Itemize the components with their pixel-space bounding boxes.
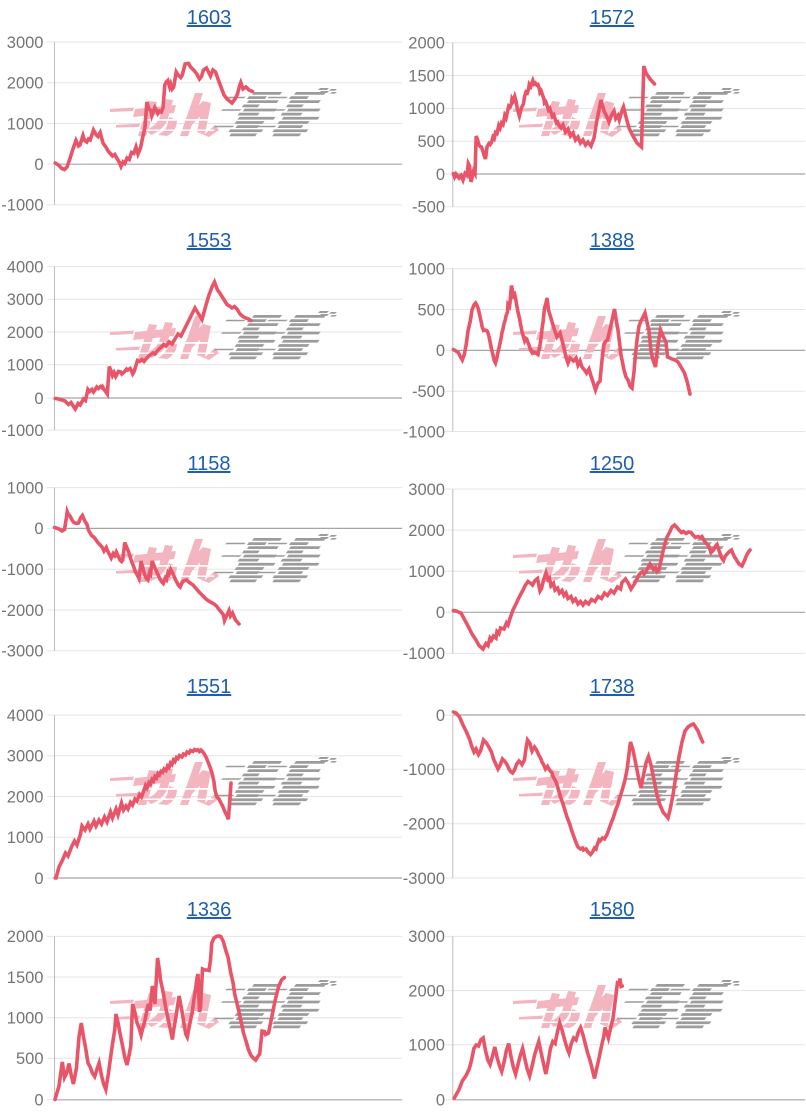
svg-text:1000: 1000 <box>7 115 44 133</box>
svg-text:4000: 4000 <box>7 707 44 725</box>
svg-text:1000: 1000 <box>7 829 44 847</box>
svg-text:0: 0 <box>34 156 43 174</box>
svg-text:-3000: -3000 <box>403 870 445 888</box>
svg-text:1000: 1000 <box>408 1037 445 1055</box>
svg-text:0: 0 <box>34 870 43 888</box>
svg-text:2000: 2000 <box>7 788 44 806</box>
svg-text:-2000: -2000 <box>1 602 43 620</box>
svg-text:2000: 2000 <box>7 75 44 93</box>
svg-text:-500: -500 <box>412 383 445 401</box>
svg-text:0: 0 <box>436 342 445 360</box>
svg-text:4000: 4000 <box>7 258 44 276</box>
svg-text:3000: 3000 <box>7 748 44 766</box>
svg-text:-2000: -2000 <box>403 816 445 834</box>
svg-text:1000: 1000 <box>408 261 445 279</box>
svg-text:500: 500 <box>16 1050 44 1068</box>
svg-text:-1000: -1000 <box>1 422 43 440</box>
svg-text:2000: 2000 <box>408 35 445 53</box>
svg-text:1500: 1500 <box>7 969 44 987</box>
svg-text:2000: 2000 <box>408 522 445 540</box>
svg-text:1000: 1000 <box>408 563 445 581</box>
svg-text:1000: 1000 <box>7 479 44 497</box>
svg-text:500: 500 <box>417 301 445 319</box>
svg-text:2000: 2000 <box>7 324 44 342</box>
svg-text:0: 0 <box>34 390 43 408</box>
svg-text:1000: 1000 <box>7 1010 44 1028</box>
svg-text:-1000: -1000 <box>403 645 445 663</box>
svg-text:-1000: -1000 <box>403 761 445 779</box>
svg-text:3000: 3000 <box>7 291 44 309</box>
svg-text:-1000: -1000 <box>403 423 445 441</box>
svg-text:-1000: -1000 <box>1 561 43 579</box>
svg-text:0: 0 <box>436 1092 445 1110</box>
svg-text:3000: 3000 <box>7 34 44 52</box>
svg-text:-3000: -3000 <box>1 643 43 661</box>
svg-text:-500: -500 <box>412 199 445 217</box>
svg-text:0: 0 <box>34 1092 43 1110</box>
svg-text:3000: 3000 <box>408 481 445 499</box>
svg-text:0: 0 <box>436 604 445 622</box>
svg-text:3000: 3000 <box>408 928 445 946</box>
svg-text:500: 500 <box>417 133 445 151</box>
svg-text:0: 0 <box>436 707 445 725</box>
svg-text:-1000: -1000 <box>1 197 43 215</box>
svg-text:0: 0 <box>34 520 43 538</box>
svg-text:2000: 2000 <box>408 982 445 1000</box>
svg-text:1000: 1000 <box>7 357 44 375</box>
svg-text:1500: 1500 <box>408 67 445 85</box>
svg-text:2000: 2000 <box>7 928 44 946</box>
svg-text:1000: 1000 <box>408 100 445 118</box>
svg-text:0: 0 <box>436 166 445 184</box>
